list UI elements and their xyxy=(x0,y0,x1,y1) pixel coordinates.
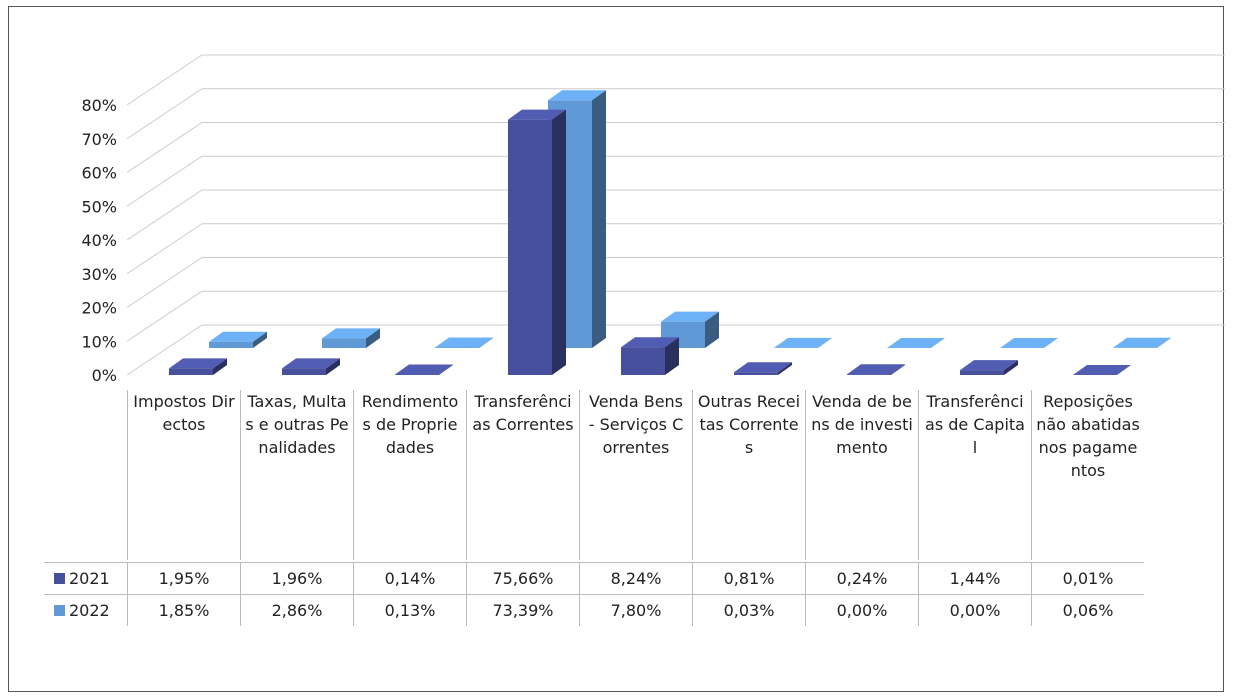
bar-top xyxy=(621,337,679,348)
bar-top xyxy=(322,328,380,339)
bar xyxy=(508,119,552,376)
data-label: 0,03% xyxy=(692,594,805,626)
bar-side xyxy=(1117,364,1131,375)
data-label: 7,80% xyxy=(579,594,692,626)
bar-top xyxy=(960,360,1018,371)
y-tick-label: 70% xyxy=(81,130,117,149)
bar xyxy=(322,338,366,348)
legend-key xyxy=(54,605,65,616)
bar xyxy=(209,341,253,348)
data-label: 0,81% xyxy=(692,562,805,594)
bar-side xyxy=(552,109,566,376)
bar-top xyxy=(548,90,606,101)
data-label: 1,85% xyxy=(127,594,240,626)
bar-side xyxy=(778,362,792,375)
legend-key xyxy=(54,573,65,584)
data-label: 1,44% xyxy=(918,562,1031,594)
bar-side xyxy=(366,328,380,348)
category-label: Impostos Directos xyxy=(127,390,240,560)
bar-side xyxy=(479,337,493,348)
category-label: Transferências Correntes xyxy=(466,390,579,560)
y-tick-label: 50% xyxy=(81,197,117,216)
bar-side xyxy=(665,337,679,375)
y-tick-label: 30% xyxy=(81,265,117,284)
data-label: 0,00% xyxy=(805,594,918,626)
grid-line xyxy=(126,155,1225,207)
y-tick-label: 80% xyxy=(81,96,117,115)
bar-top xyxy=(1073,364,1131,375)
bar xyxy=(734,372,778,375)
bar-top xyxy=(1113,337,1171,348)
category-label: Taxas, Multas e outras Penalidades xyxy=(240,390,353,560)
bar-top xyxy=(847,364,905,375)
legend-label: 2021 xyxy=(69,569,110,588)
bar-top xyxy=(435,337,493,348)
bar-side xyxy=(891,364,905,375)
bar-side xyxy=(326,358,340,375)
grid-line xyxy=(126,189,1225,241)
y-tick-label: 10% xyxy=(81,332,117,351)
category-label: Rendimentos de Propriedades xyxy=(353,390,466,560)
legend-entry: 2022 xyxy=(44,594,127,626)
data-label: 8,24% xyxy=(579,562,692,594)
y-tick-label: 0% xyxy=(92,366,117,385)
category-label: Outras Receitas Correntes xyxy=(692,390,805,560)
data-label: 0,13% xyxy=(353,594,466,626)
grid-line xyxy=(126,88,1225,140)
grid-line xyxy=(126,223,1225,275)
data-label: 2,86% xyxy=(240,594,353,626)
bar xyxy=(621,347,665,375)
bar xyxy=(169,368,213,375)
category-label: Transferências de Capital xyxy=(918,390,1031,560)
category-label: Venda Bens - Serviços Correntes xyxy=(579,390,692,560)
legend-label: 2022 xyxy=(69,601,110,620)
data-label: 0,06% xyxy=(1031,594,1144,626)
bar-top xyxy=(1000,338,1058,348)
data-label: 1,95% xyxy=(127,562,240,594)
data-label: 0,14% xyxy=(353,562,466,594)
grid-line xyxy=(126,122,1225,173)
legend-entry: 2021 xyxy=(44,562,127,594)
y-tick-label: 20% xyxy=(81,299,117,318)
data-label: 73,39% xyxy=(466,594,579,626)
category-label: Venda de bens de investimento xyxy=(805,390,918,560)
bar xyxy=(847,374,891,375)
bar-top xyxy=(209,331,267,342)
bar xyxy=(282,368,326,375)
grid-line xyxy=(126,54,1225,106)
chart-frame xyxy=(8,6,1224,692)
bar-side xyxy=(705,311,719,348)
bar-side xyxy=(1004,360,1018,375)
bar-side xyxy=(818,337,832,348)
bar-top xyxy=(734,362,792,373)
grid-line xyxy=(126,257,1225,308)
bar-top xyxy=(395,364,453,375)
category-label: Reposições não abatidas nos pagamentos xyxy=(1031,390,1144,560)
bar-top xyxy=(661,311,719,322)
bar-side xyxy=(439,364,453,375)
bar xyxy=(960,370,1004,375)
bar-top xyxy=(887,338,945,348)
bar-top xyxy=(282,358,340,369)
grid-line xyxy=(126,290,1225,342)
bar-top xyxy=(774,337,832,348)
data-label: 0,00% xyxy=(918,594,1031,626)
y-tick-label: 60% xyxy=(81,164,117,183)
bar-side xyxy=(213,358,227,375)
data-label: 0,24% xyxy=(805,562,918,594)
bar-side xyxy=(253,331,267,348)
bar-side xyxy=(1157,337,1171,348)
data-label: 1,96% xyxy=(240,562,353,594)
data-label: 0,01% xyxy=(1031,562,1144,594)
bar-top xyxy=(508,109,566,120)
y-tick-label: 40% xyxy=(81,231,117,250)
data-label: 75,66% xyxy=(466,562,579,594)
bar-side xyxy=(592,90,606,348)
bar-top xyxy=(169,358,227,369)
grid-line xyxy=(126,324,1225,376)
